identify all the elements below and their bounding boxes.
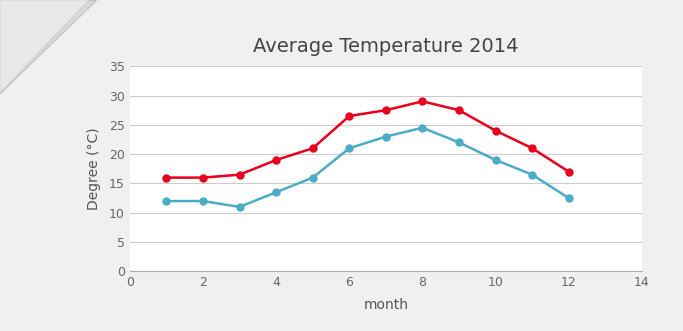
Average Low Temperature [309, 176, 317, 180]
Average Low Temperature [382, 135, 390, 139]
Average High Temperature [382, 108, 390, 112]
Average High Temperature [236, 173, 244, 177]
Average Low Temperature [199, 199, 207, 203]
Average Low Temperature [163, 199, 171, 203]
Average High Temperature [455, 108, 463, 112]
Line: Average Low Temperature: Average Low Temperature [163, 124, 572, 211]
Average High Temperature [272, 158, 280, 162]
Average High Temperature [492, 129, 500, 133]
Average Low Temperature [345, 146, 353, 150]
Average High Temperature [565, 170, 573, 174]
Average High Temperature [419, 99, 427, 103]
Average Low Temperature [419, 126, 427, 130]
Average High Temperature [345, 114, 353, 118]
Average High Temperature [528, 146, 536, 150]
Average Low Temperature [528, 173, 536, 177]
Average Low Temperature [565, 196, 573, 200]
Average High Temperature [199, 176, 207, 180]
Average Low Temperature [492, 158, 500, 162]
Title: Average Temperature 2014: Average Temperature 2014 [253, 37, 518, 56]
Average Low Temperature [455, 140, 463, 144]
Average High Temperature [309, 146, 317, 150]
Average Low Temperature [272, 190, 280, 194]
Average Low Temperature [236, 205, 244, 209]
X-axis label: month: month [363, 298, 408, 311]
Line: Average High Temperature: Average High Temperature [163, 98, 572, 181]
Y-axis label: Degree (°C): Degree (°C) [87, 127, 100, 210]
Average High Temperature [163, 176, 171, 180]
